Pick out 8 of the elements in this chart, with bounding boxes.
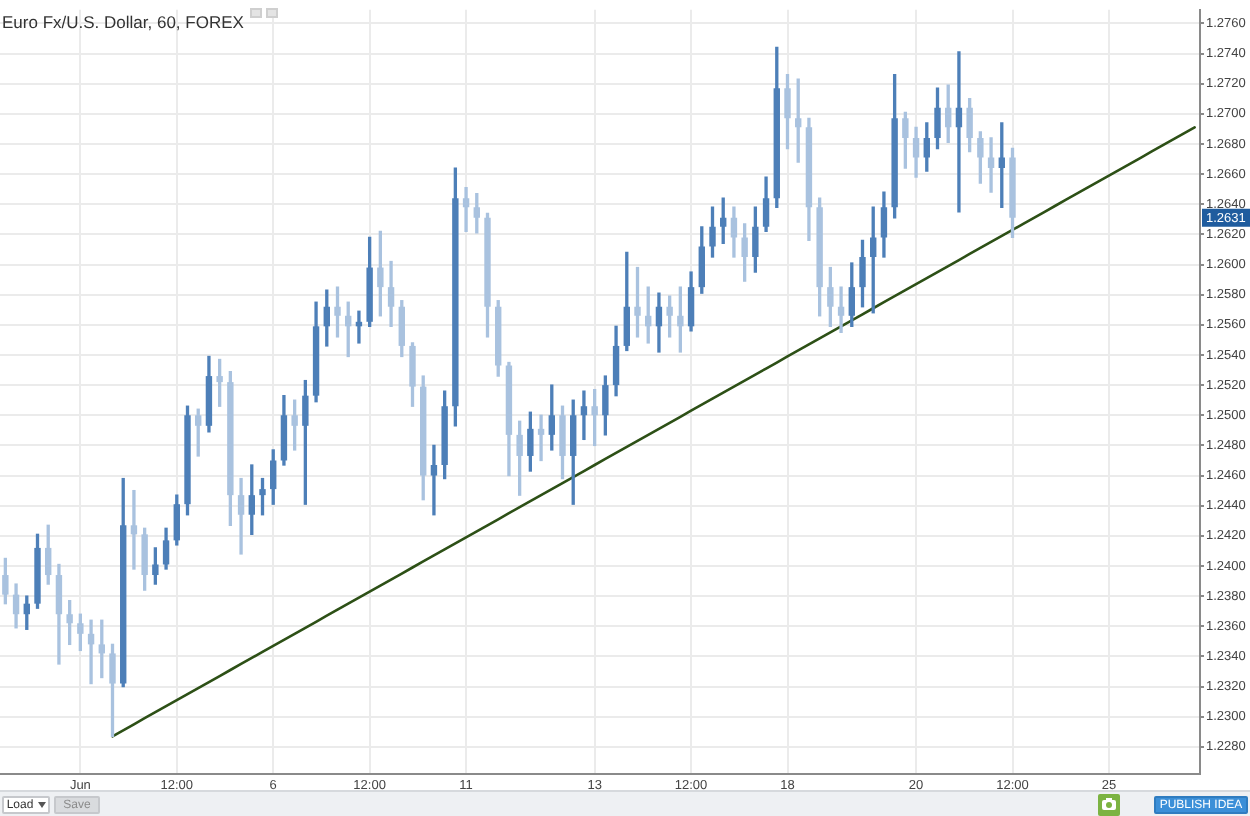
candlestick [580, 390, 588, 441]
chart-title: Euro Fx/U.S. Dollar, 60, FOREX [2, 12, 245, 33]
candlestick [130, 489, 138, 570]
candlestick [537, 414, 545, 462]
candlestick [837, 286, 845, 334]
candlestick [955, 51, 963, 213]
candlestick [430, 444, 438, 516]
candlestick [462, 187, 470, 233]
